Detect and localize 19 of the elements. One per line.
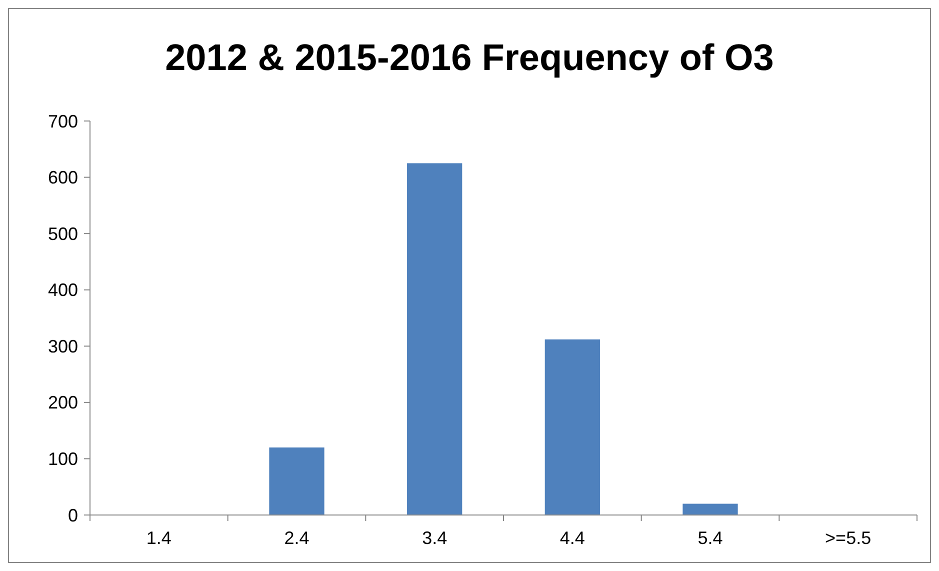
chart-title: 2012 & 2015-2016 Frequency of O3 (165, 37, 774, 78)
y-tick-label: 600 (48, 168, 78, 188)
x-tick-label: 2.4 (284, 528, 310, 548)
y-tick-label: 700 (48, 111, 78, 132)
bar (407, 163, 462, 515)
x-tick-label: 4.4 (560, 528, 585, 548)
x-tick-label: >=5.5 (825, 528, 872, 548)
y-tick-label: 400 (48, 280, 78, 300)
y-tick-label: 0 (68, 505, 78, 526)
bar (682, 504, 738, 515)
y-tick-label: 100 (48, 449, 78, 470)
x-tick-label: 1.4 (146, 528, 172, 548)
x-tick-label: 3.4 (422, 528, 448, 548)
y-tick-label: 200 (48, 392, 78, 413)
y-tick-label: 500 (48, 224, 78, 244)
y-tick-label: 300 (48, 336, 78, 356)
bar (544, 339, 600, 515)
x-tick-label: 5.4 (698, 528, 723, 548)
bar (269, 447, 324, 515)
